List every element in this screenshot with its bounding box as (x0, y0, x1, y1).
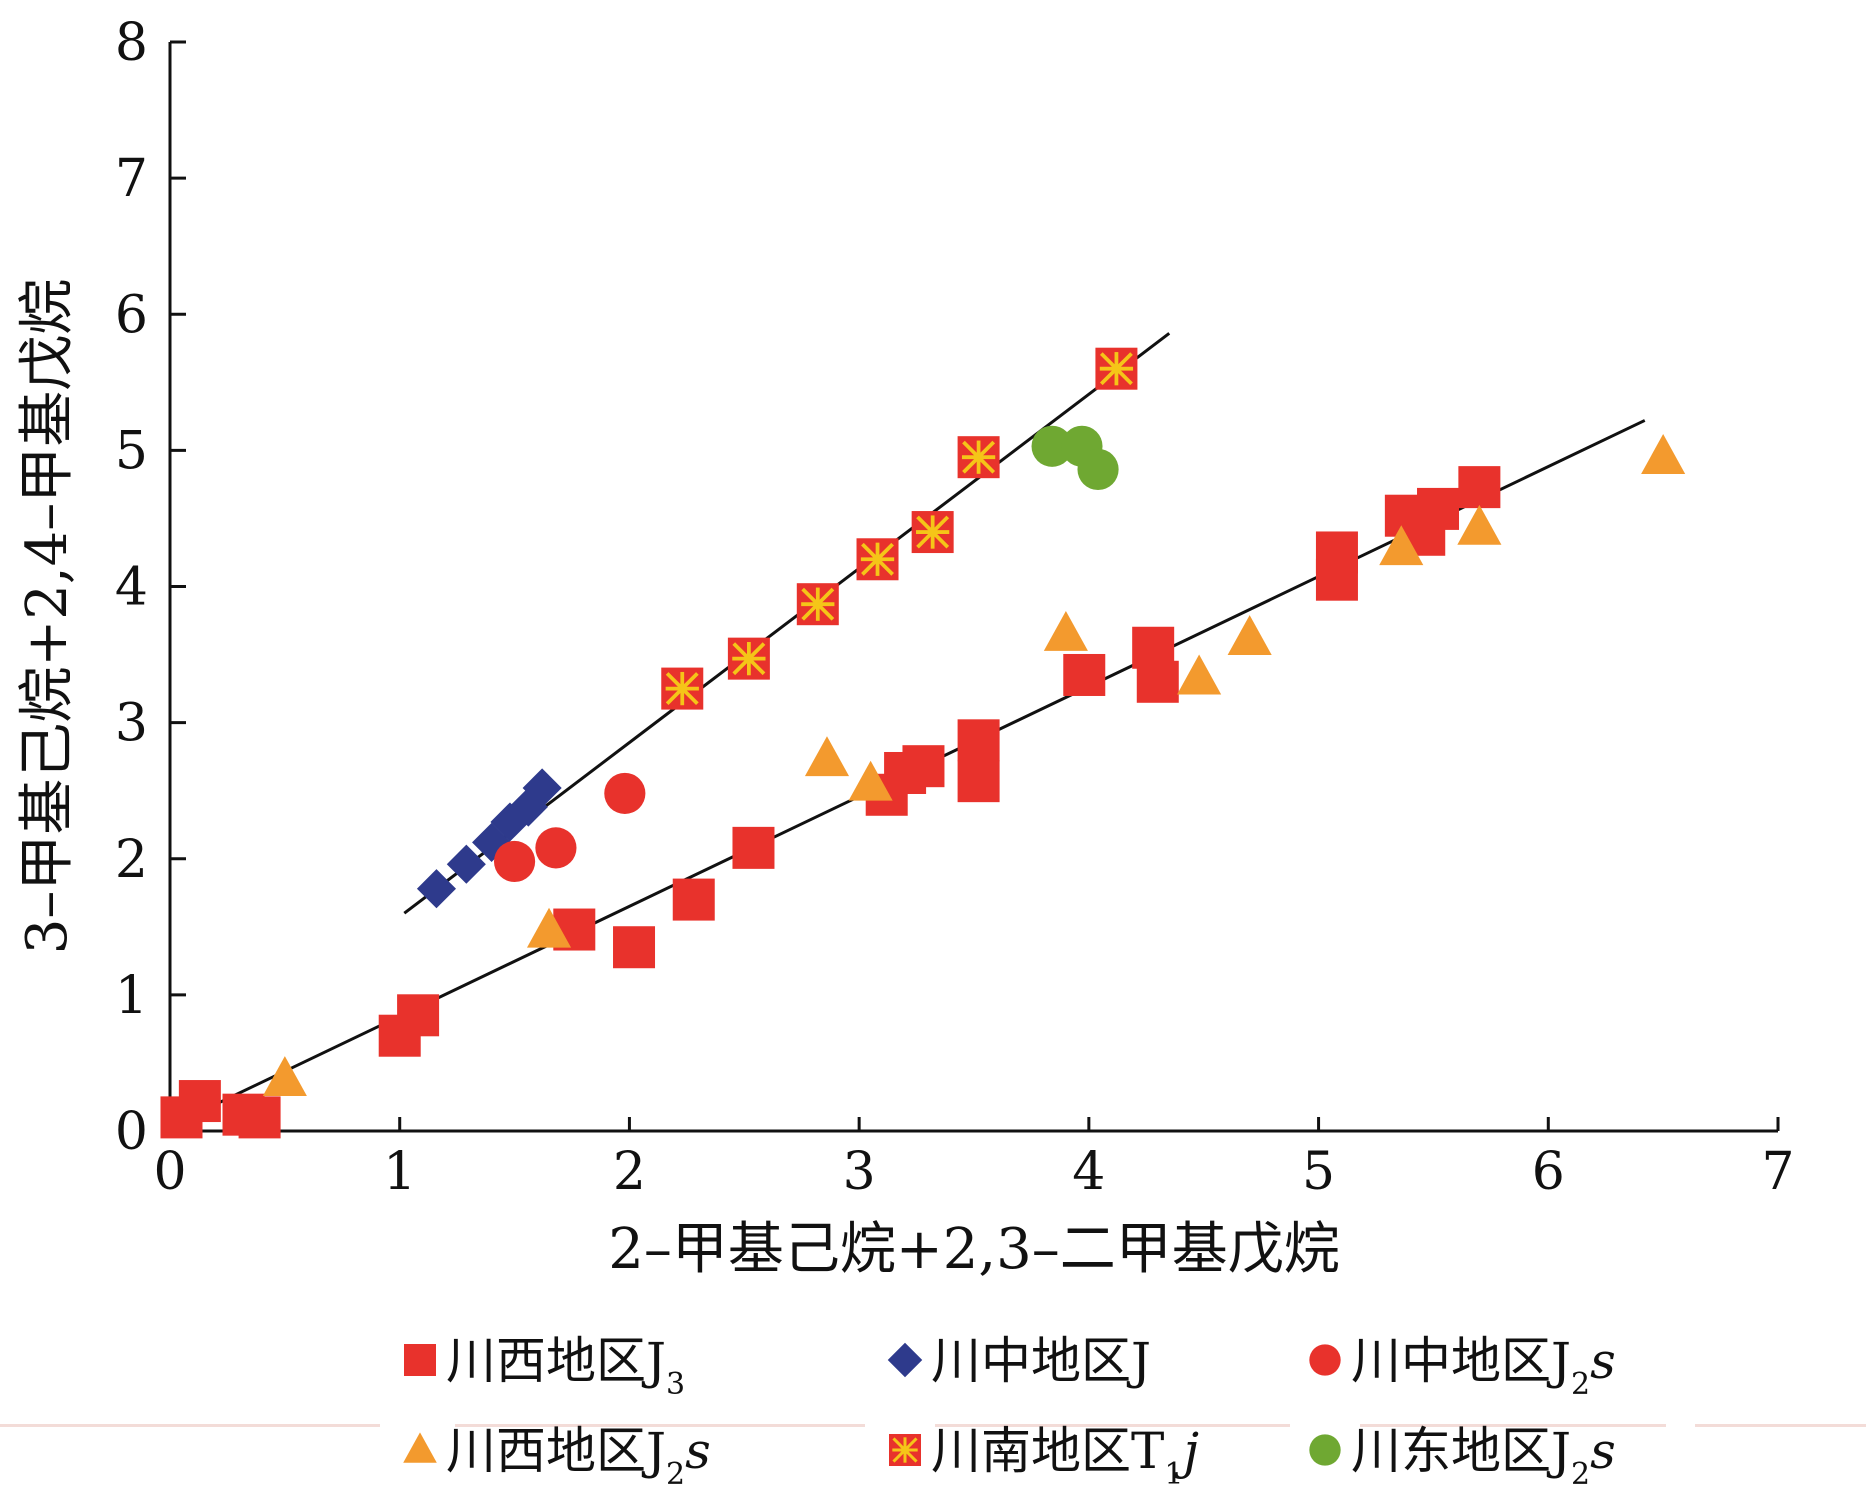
data-point (1315, 531, 1358, 574)
legend-label-suffix: s (685, 1422, 711, 1480)
legend-marker (1309, 1344, 1341, 1376)
legend-label-subscript: 3 (666, 1367, 685, 1402)
x-tick-label: 5 (1302, 1142, 1335, 1202)
y-tick-label: 1 (115, 966, 148, 1026)
legend-label-text: 川东地区J (1351, 1422, 1571, 1480)
legend-divider (935, 1424, 1290, 1427)
legend-label: 川中地区J2s (1351, 1332, 1616, 1402)
x-tick-label: 1 (383, 1142, 416, 1202)
data-point (1458, 466, 1501, 509)
legend-divider (1695, 1424, 1866, 1427)
data-point (238, 1096, 281, 1139)
data-point (1063, 653, 1106, 696)
data-point (1227, 615, 1272, 655)
legend-label: 川东地区J2s (1351, 1422, 1616, 1492)
y-tick-label: 5 (115, 421, 148, 481)
legend-marker (403, 1432, 437, 1463)
axes: 0 1 2 3 4 5 6 7 0 1 2 3 4 5 6 7 8 (115, 13, 1795, 1202)
legend-marker (889, 1434, 921, 1466)
data-point (604, 772, 646, 814)
data-point (661, 667, 704, 710)
legend-label-text: 川南地区T (931, 1422, 1164, 1480)
data-point (1177, 654, 1222, 695)
legend-label-subscript: 2 (1571, 1367, 1590, 1402)
y-tick-label: 2 (115, 830, 148, 890)
y-tick-label: 6 (115, 285, 148, 345)
data-point (1095, 347, 1138, 390)
y-tick-label: 3 (115, 694, 148, 754)
y-tick-label: 8 (115, 13, 148, 73)
data-point (804, 736, 850, 777)
data-point (902, 745, 945, 788)
legend-divider (0, 1424, 380, 1427)
data-point (1457, 504, 1502, 545)
data-point (727, 637, 770, 680)
legend-label-text: 川西地区J (446, 1332, 666, 1390)
legend-label-text: 川中地区J (1351, 1332, 1571, 1390)
legend-label: 川西地区J3 (446, 1332, 685, 1402)
x-tick-label: 2 (613, 1142, 646, 1202)
data-point (535, 827, 577, 869)
y-tick-label: 7 (115, 149, 148, 209)
legend-label: 川南地区T1j (931, 1422, 1199, 1492)
y-axis-title: 3–甲基己烷+2,4–甲基戊烷 (15, 279, 80, 955)
legend-label-subscript: 2 (1571, 1457, 1590, 1492)
data-point (911, 511, 954, 554)
data-point (672, 878, 715, 921)
data-point (493, 840, 536, 883)
data-point (957, 436, 1000, 479)
data-point (613, 926, 656, 969)
x-tick-label: 4 (1072, 1142, 1105, 1202)
data-point (1417, 487, 1460, 530)
data-point (856, 538, 899, 581)
x-tick-label: 0 (153, 1142, 186, 1202)
legend-label-suffix: s (1590, 1422, 1616, 1480)
data-point (848, 760, 893, 801)
data-point (446, 844, 486, 884)
data-point (416, 869, 457, 909)
data-point (1641, 434, 1686, 474)
data-point (522, 768, 562, 808)
x-axis-ticks: 0 1 2 3 4 5 6 7 (153, 1117, 1795, 1202)
legend-label-suffix: s (1590, 1332, 1616, 1390)
x-tick-label: 3 (843, 1142, 876, 1202)
data-point (262, 1056, 307, 1097)
y-axis-ticks: 0 1 2 3 4 5 6 7 8 (115, 13, 186, 1162)
legend-marker (887, 1342, 923, 1378)
x-tick-label: 6 (1532, 1142, 1565, 1202)
data-point (957, 760, 1000, 803)
data-point (1031, 425, 1073, 467)
y-tick-label: 0 (115, 1102, 148, 1162)
data-point (526, 907, 572, 948)
data-point (957, 719, 1000, 762)
legend-marker (1309, 1434, 1341, 1466)
data-point (1136, 660, 1179, 703)
legend-label: 川西地区J2s (446, 1422, 711, 1492)
legend-divider (455, 1424, 865, 1427)
y-tick-label: 4 (115, 558, 148, 618)
data-point (1077, 448, 1119, 491)
legend-marker (404, 1344, 436, 1376)
legend-divider (1360, 1424, 1666, 1427)
data-point (1379, 525, 1424, 566)
data-point (732, 826, 775, 869)
legend-label-subscript: 1 (1164, 1457, 1183, 1492)
legend-label-text: 川中地区J (931, 1332, 1151, 1390)
legend-label: 川中地区J (931, 1332, 1151, 1390)
data-point (178, 1080, 221, 1123)
data-points (160, 347, 1686, 1139)
data-point (796, 583, 839, 626)
legend-label-text: 川西地区J (446, 1422, 666, 1480)
data-point (397, 994, 440, 1037)
x-axis-title: 2–甲基己烷+2,3–二甲基戊烷 (608, 1217, 1340, 1282)
x-tick-label: 7 (1761, 1142, 1794, 1202)
data-point (1043, 611, 1088, 651)
legend-label-subscript: 2 (666, 1457, 685, 1492)
